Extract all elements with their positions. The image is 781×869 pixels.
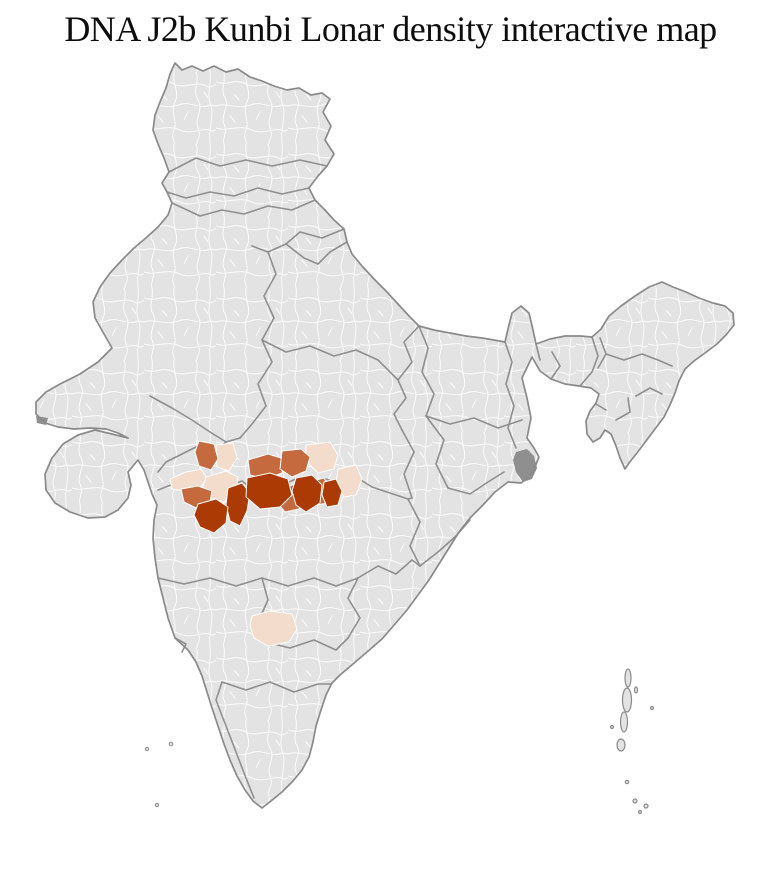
andaman-nicobar-islands[interactable] (609, 668, 655, 815)
district-medium-density[interactable] (279, 448, 311, 478)
district-low-density[interactable] (249, 610, 298, 647)
district-low-density[interactable] (215, 442, 238, 472)
page-title: DNA J2b Kunbi Lonar density interactive … (64, 9, 717, 49)
high-density-districts (193, 472, 343, 534)
lakshadweep-islands[interactable] (144, 741, 174, 808)
district-medium-density[interactable] (247, 453, 285, 480)
district-high-density[interactable] (321, 478, 343, 508)
district-high-density[interactable] (245, 472, 293, 510)
district-high-density[interactable] (193, 498, 229, 534)
district-medium-density[interactable] (194, 440, 219, 471)
low-density-districts (169, 441, 363, 647)
district-high-density[interactable] (291, 474, 323, 513)
